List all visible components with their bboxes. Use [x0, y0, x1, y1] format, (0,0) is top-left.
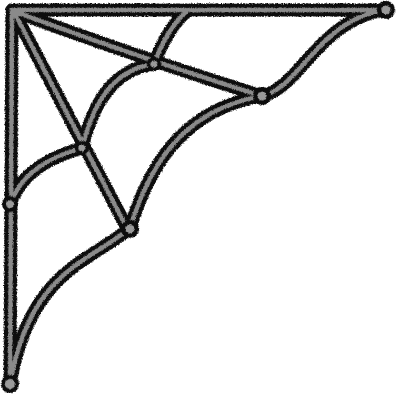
knot-inner-left	[78, 144, 86, 152]
knot-upper-right	[257, 91, 267, 101]
knot-inner-upper	[150, 60, 158, 68]
web-strands	[7, 7, 389, 387]
knot-center	[125, 224, 135, 234]
knot-left-middle	[6, 200, 14, 208]
outer-spiral-strand	[3, 3, 393, 391]
knot-bottom-left	[5, 379, 15, 389]
knot-top-right	[381, 5, 391, 15]
web-knots-outline	[1, 1, 395, 393]
web-knots	[5, 5, 391, 389]
web-outline	[3, 3, 393, 391]
